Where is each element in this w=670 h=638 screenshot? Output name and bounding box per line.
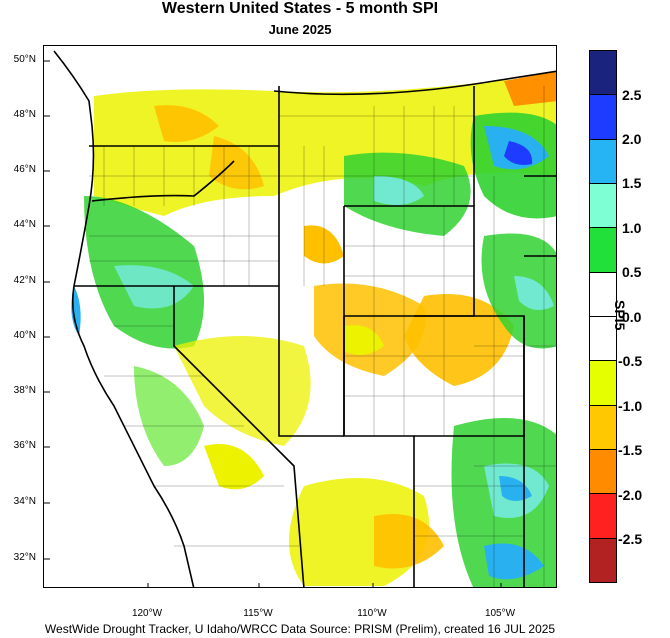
colorbar-label-1-0: 1.0: [622, 220, 642, 236]
lat-label-48: 48°N: [13, 109, 36, 120]
lat-label-50: 50°N: [13, 54, 36, 65]
colorbar-swatches: [590, 51, 616, 582]
state-borders: [53, 50, 556, 587]
colorbar-label-0-0: 0.0: [622, 309, 642, 325]
lat-label-34: 34°N: [13, 496, 36, 507]
colorbar-swatch: [590, 228, 616, 273]
colorbar-label-neg-2-5: -2.5: [618, 531, 643, 547]
lon-label-120: 120°W: [131, 608, 163, 619]
map-title: Western United States - 5 month SPI: [161, 0, 439, 17]
lat-label-46: 46°N: [13, 164, 36, 175]
lat-label-42: 42°N: [13, 275, 36, 286]
colorbar-label-0-5: 0.5: [622, 264, 642, 280]
colorbar-swatch: [590, 183, 616, 229]
graticule-ticks: [44, 60, 502, 587]
colorbar-label-2-0: 2.0: [622, 131, 642, 147]
spi-fill-layer: [71, 71, 556, 587]
map-subtitle: June 2025: [268, 22, 332, 37]
colorbar-label-1-5: 1.5: [622, 175, 642, 191]
colorbar-swatch: [590, 139, 616, 184]
map-canvas: [44, 50, 556, 587]
colorbar-swatch: [590, 51, 616, 96]
colorbar-label-neg-0-5: -0.5: [618, 353, 643, 369]
colorbar-swatch: [590, 316, 616, 362]
colorbar: [589, 50, 617, 583]
lon-label-105: 105°W: [484, 608, 516, 619]
colorbar-label-neg-2-0: -2.0: [618, 487, 643, 503]
colorbar-label-2-5: 2.5: [622, 87, 642, 103]
lat-label-32: 32°N: [13, 552, 36, 563]
colorbar-swatch: [590, 405, 616, 450]
county-borders: [89, 86, 556, 587]
colorbar-swatch: [590, 95, 616, 140]
colorbar-swatch: [590, 538, 616, 582]
colorbar-swatch: [590, 272, 616, 317]
lon-label-115: 115°W: [243, 608, 273, 619]
colorbar-label-neg-1-5: -1.5: [618, 442, 643, 458]
lat-label-40: 40°N: [13, 330, 36, 341]
colorbar-swatch: [590, 361, 616, 406]
colorbar-title: SPI5: [612, 300, 628, 331]
lat-label-44: 44°N: [13, 219, 36, 230]
colorbar-label-neg-1-0: -1.0: [618, 398, 643, 414]
spi-map: [43, 45, 557, 588]
colorbar-swatch: [590, 449, 616, 495]
footer-credit: WestWide Drought Tracker, U Idaho/WRCC D…: [44, 622, 556, 636]
lat-label-36: 36°N: [13, 440, 36, 451]
colorbar-swatch: [590, 494, 616, 539]
lat-label-38: 38°N: [13, 385, 36, 396]
lon-label-110: 110°W: [357, 608, 387, 619]
